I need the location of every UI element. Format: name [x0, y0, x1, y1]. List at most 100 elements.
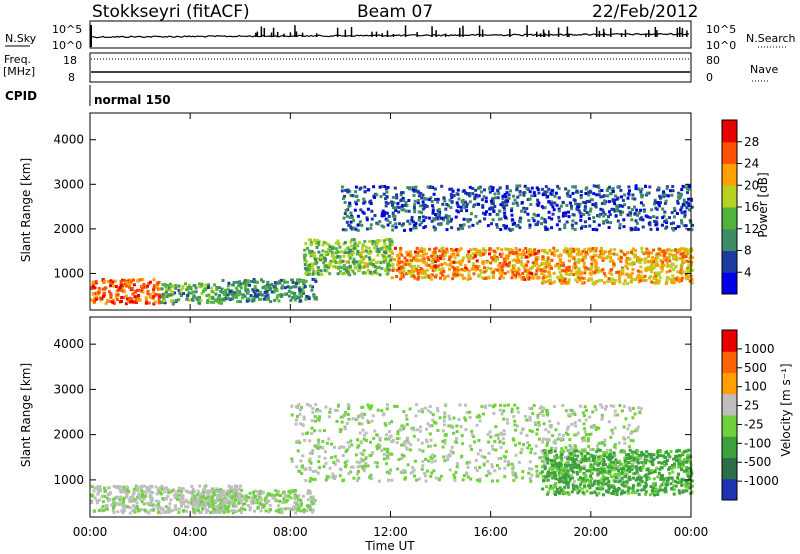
velocity-cell — [429, 438, 433, 442]
power-cell — [573, 266, 577, 270]
power-cell — [518, 190, 522, 193]
power-cell — [436, 200, 440, 204]
velocity-cell — [492, 412, 496, 415]
power-cell — [537, 249, 541, 253]
power-cell — [674, 248, 677, 252]
velocity-cell — [490, 463, 494, 467]
velocity-cell — [618, 404, 622, 407]
velocity-cell — [364, 439, 368, 442]
power-cell — [640, 195, 644, 199]
power-cell — [516, 256, 520, 260]
power-cell — [450, 195, 454, 199]
power-cell — [608, 279, 612, 283]
power-cell — [684, 259, 688, 263]
power-cell — [606, 255, 610, 258]
velocity-cell — [503, 466, 507, 470]
power-cell — [611, 187, 615, 191]
power-cell — [573, 228, 577, 231]
velocity-cell — [402, 425, 406, 429]
power-cell — [96, 291, 100, 295]
noise-left-tick-bottom: 10^0 — [52, 39, 82, 52]
power-cell — [385, 195, 389, 199]
velocity-cell — [550, 468, 554, 472]
velocity-cell — [685, 449, 689, 453]
velocity-cell — [248, 491, 252, 495]
velocity-cell — [321, 439, 325, 443]
power-cell — [652, 265, 656, 269]
velocity-cell — [120, 503, 124, 507]
power-cell — [438, 249, 442, 253]
velocity-cell — [293, 497, 297, 501]
power-cell — [447, 204, 451, 208]
power-cell — [168, 282, 172, 286]
velocity-cell — [134, 498, 138, 501]
power-cell — [567, 280, 571, 284]
velocity-cell — [553, 439, 557, 442]
velocity-cell — [262, 504, 266, 508]
velocity-cell — [198, 484, 202, 488]
power-cell — [654, 276, 658, 280]
velocity-cell — [358, 460, 362, 464]
power-cell — [431, 209, 435, 213]
velocity-cell — [540, 455, 544, 459]
power-cell — [602, 211, 606, 215]
power-cell — [652, 259, 656, 263]
power-cell — [596, 270, 600, 274]
power-cell — [576, 205, 580, 209]
velocity-cell — [103, 486, 106, 490]
power-cell — [340, 185, 344, 189]
velocity-cell — [341, 479, 345, 483]
power-cell — [412, 220, 415, 224]
power-cell — [532, 191, 536, 195]
power-cell — [419, 247, 423, 251]
power-cell — [682, 247, 686, 251]
power-cell — [298, 287, 301, 291]
power-cell — [451, 265, 455, 269]
velocity-cell — [405, 447, 409, 451]
power-cell — [364, 249, 368, 253]
power-cell — [384, 201, 388, 204]
velocity-cell — [564, 466, 568, 470]
power-cell — [319, 269, 323, 273]
power-cell — [305, 260, 309, 264]
power-cell — [352, 226, 356, 230]
velocity-cell — [632, 458, 636, 462]
power-cell — [583, 205, 587, 209]
velocity-cell — [678, 456, 682, 460]
velocity-cell — [376, 442, 380, 446]
velocity-cell — [613, 445, 617, 449]
power-cell — [423, 269, 427, 273]
power-cell — [292, 285, 296, 289]
velocity-cell — [428, 424, 432, 428]
power-cell — [630, 279, 633, 283]
power-cell — [408, 222, 412, 226]
power-cell — [559, 204, 563, 208]
power-cell — [657, 186, 660, 190]
power-cell — [626, 251, 630, 255]
power-cell — [433, 260, 437, 264]
power-cell — [231, 292, 234, 296]
power-cell — [342, 263, 346, 267]
velocity-cell — [159, 511, 163, 515]
power-cell — [379, 261, 383, 265]
velocity-cell — [185, 490, 189, 494]
power-cell — [450, 217, 454, 221]
velocity-cell — [520, 447, 524, 451]
velocity-cell — [682, 469, 686, 473]
power-cell — [559, 260, 563, 264]
velocity-cell — [443, 412, 447, 416]
power-cell — [125, 297, 129, 301]
velocity-cell — [260, 491, 264, 495]
power-cell — [579, 218, 583, 222]
velocity-cell — [581, 459, 585, 463]
power-cell — [634, 226, 638, 230]
velocity-cell — [493, 469, 497, 473]
power-colorbar-swatch — [722, 185, 737, 208]
power-cell — [348, 215, 352, 219]
velocity-cell — [173, 504, 177, 508]
power-cell — [436, 264, 440, 268]
power-cell — [456, 192, 460, 196]
power-cell — [102, 291, 106, 295]
power-cell — [398, 271, 402, 274]
power-cell — [186, 293, 190, 297]
